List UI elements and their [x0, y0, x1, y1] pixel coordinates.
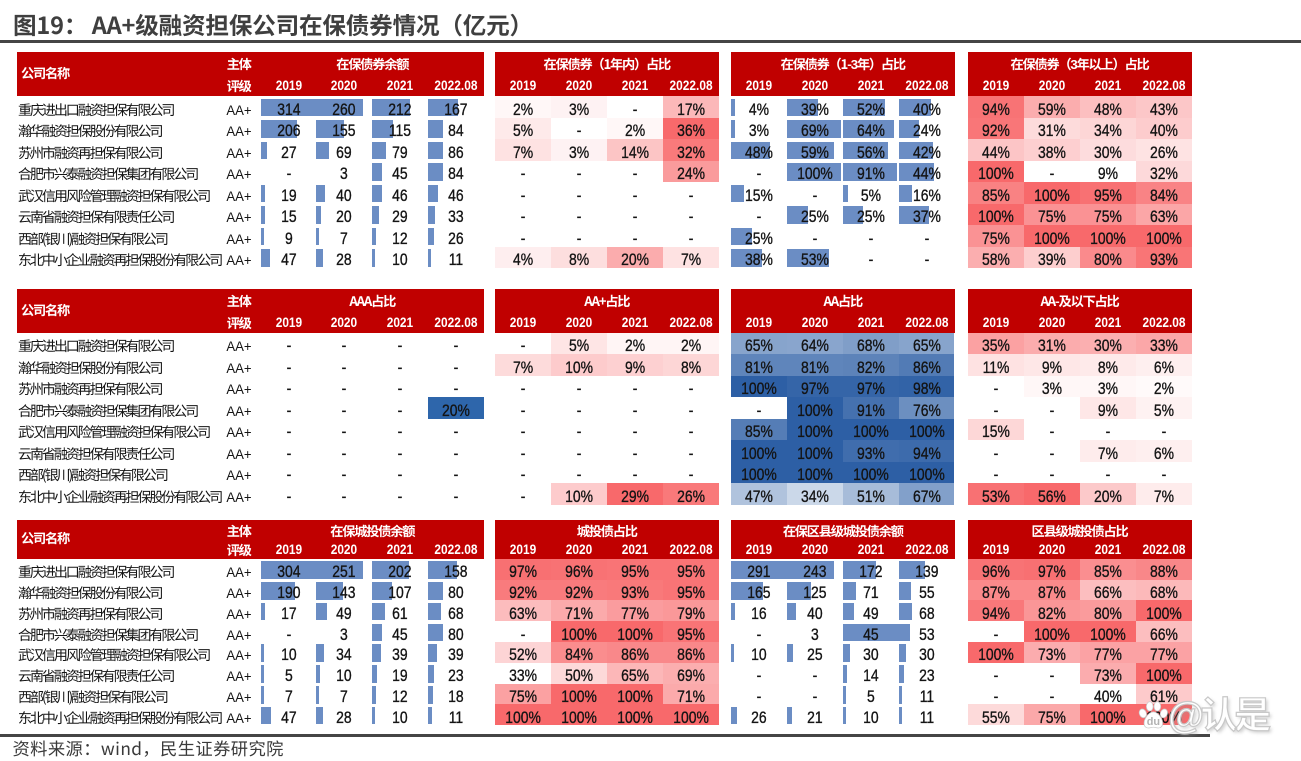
- svg-text:du: du: [1147, 716, 1160, 728]
